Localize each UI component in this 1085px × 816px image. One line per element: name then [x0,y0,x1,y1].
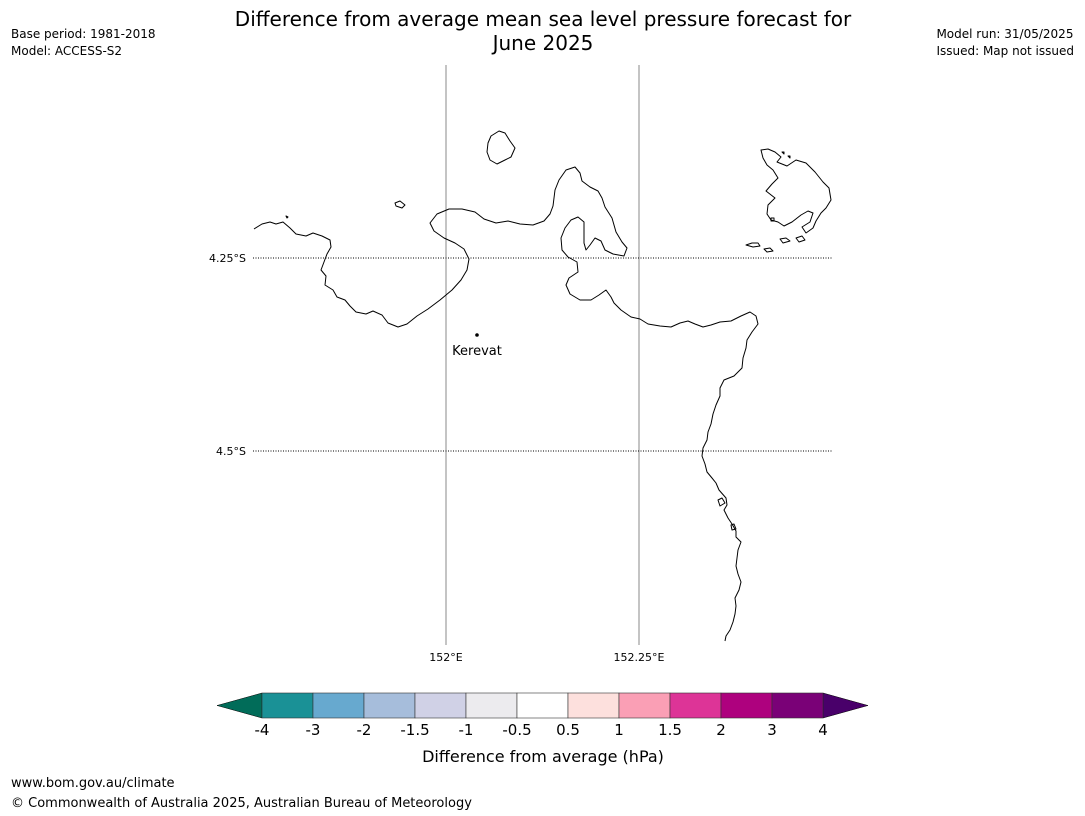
meta-right: Model run: 31/05/2025 Issued: Map not is… [936,26,1074,60]
lon-label-152e: 152°E [429,651,462,664]
colorbar-bin [363,692,416,719]
model-run: Model run: 31/05/2025 [936,27,1074,41]
colorbar-bin [465,692,518,719]
colorbar-extend-low [216,692,263,719]
colorbar-tick-label: 1.5 [658,721,682,739]
lat-label-4-5s: 4.5°S [216,445,246,458]
footer-url[interactable]: www.bom.gov.au/climate [11,776,175,791]
kerevat-marker [475,333,479,337]
colorbar-bin [414,692,467,719]
colorbar-tick-label: 1 [614,721,624,739]
island-e4 [795,235,806,243]
kerevat-label: Kerevat [452,344,502,359]
lon-label-152-25e: 152.25°E [614,651,665,664]
island-coast-2 [730,523,737,531]
base-period: Base period: 1981-2018 [11,27,156,41]
colorbar-tick-label: -0.5 [502,721,531,739]
colorbar-bin [720,692,773,719]
island-e2 [763,247,774,253]
island-north [486,130,516,165]
colorbar-tick-label: 2 [716,721,726,739]
island-e5 [770,217,775,222]
island-dot-west [285,215,289,219]
colorbar-bin [261,692,314,719]
model-name: Model: ACCESS-S2 [11,44,123,58]
island-small-west [394,200,406,209]
colorbar-tick-label: -1.5 [400,721,429,739]
colorbar-bin [567,692,620,719]
colorbar-extend-high [822,692,869,719]
island-e6 [781,151,785,155]
colorbar-bin [618,692,671,719]
colorbar-tick-label: -1 [459,721,474,739]
colorbar-bin [312,692,365,719]
title-line-2: June 2025 [492,31,594,55]
island-coast-1 [717,497,726,507]
title-line-1: Difference from average mean sea level p… [234,7,852,31]
coastline-main [253,166,759,642]
coastline-northeast [760,148,832,234]
footer-copyright: © Commonwealth of Australia 2025, Austra… [11,796,472,811]
island-e3 [779,237,791,244]
colorbar-tick-label: -4 [255,721,270,739]
colorbar-tick-label: 4 [818,721,828,739]
issued-status: Issued: Map not issued [936,44,1074,58]
island-e1 [745,242,761,248]
colorbar-bin [771,692,824,719]
colorbar-bin [669,692,722,719]
island-e7 [787,155,791,159]
colorbar-tick-label: 3 [767,721,777,739]
map-title: Difference from average mean sea level p… [200,7,886,55]
colorbar-bin [516,692,569,719]
lat-label-4-25s: 4.25°S [209,252,246,265]
colorbar-tick-label: -2 [357,721,372,739]
colorbar-tick-label: 0.5 [556,721,580,739]
meta-left: Base period: 1981-2018 Model: ACCESS-S2 [11,26,156,60]
colorbar: -4 -3 -2 -1.5 -1 -0.5 0.5 1 1.5 2 3 4 [216,692,869,739]
colorbar-label: Difference from average (hPa) [422,747,664,766]
colorbar-tick-label: -3 [306,721,321,739]
